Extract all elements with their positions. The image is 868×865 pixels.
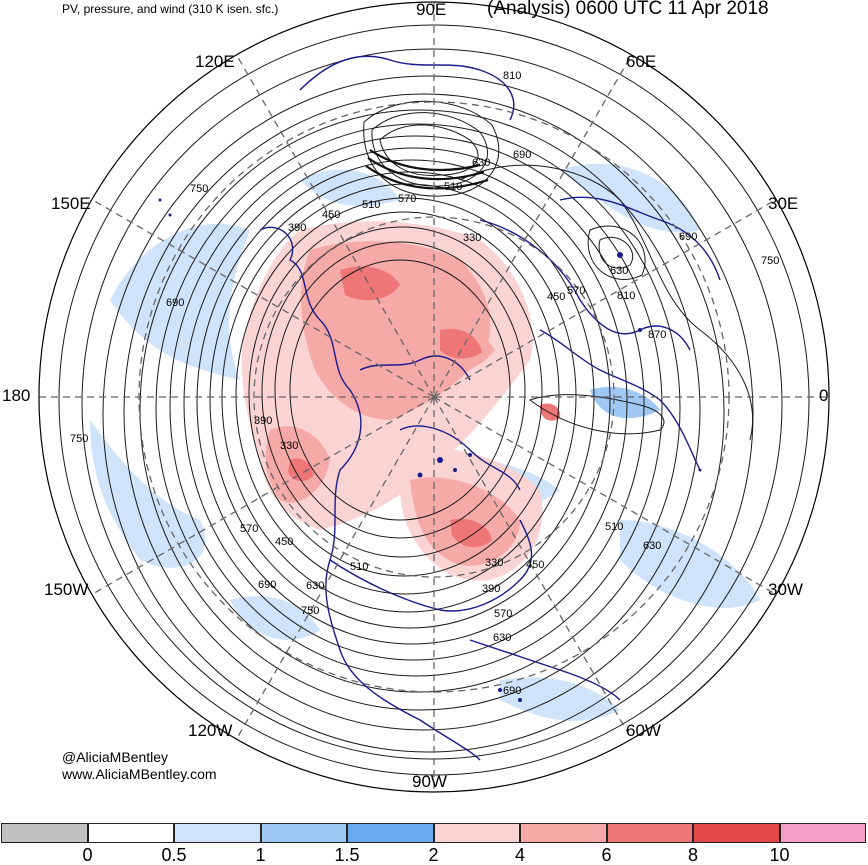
colorbar-tick-label: 2 bbox=[428, 845, 439, 865]
contour-label-layer: 810 750 690 750 690 630 570 510 510 450 … bbox=[70, 70, 779, 697]
colorbar-tick-label: 8 bbox=[687, 845, 699, 865]
contour-label: 810 bbox=[503, 70, 521, 82]
pressure-contours bbox=[58, 24, 810, 776]
contour-label: 750 bbox=[70, 433, 88, 445]
contour-label: 690 bbox=[503, 685, 521, 697]
colorbar-tick-label: 1.5 bbox=[334, 845, 360, 865]
contour-label: 750 bbox=[301, 605, 319, 617]
contour-label: 570 bbox=[494, 608, 512, 620]
map-title: (Analysis) 0600 UTC 11 Apr 2018 bbox=[487, 0, 769, 19]
colorbar-swatch bbox=[433, 823, 520, 843]
lon-60e-label: 60E bbox=[626, 52, 657, 71]
colorbar-swatch bbox=[87, 823, 174, 843]
contour-label: 750 bbox=[761, 255, 779, 267]
colorbar-tick-label: 6 bbox=[601, 845, 612, 865]
credit-website: www.AliciaMBentley.com bbox=[62, 766, 217, 782]
colorbar-tick-label: 1 bbox=[255, 845, 266, 865]
contour-label: 690 bbox=[513, 149, 531, 161]
colorbar-swatch bbox=[693, 823, 780, 843]
contour-label: 630 bbox=[610, 265, 628, 277]
coastlines bbox=[259, 55, 721, 761]
colorbar-tick-label: 0 bbox=[82, 845, 93, 865]
map-subtitle: PV, pressure, and wind (310 K isen. sfc.… bbox=[62, 2, 279, 16]
colorbar-swatch bbox=[174, 823, 261, 843]
contour-label: 870 bbox=[648, 329, 666, 341]
colorbar-swatch bbox=[260, 823, 347, 843]
colorbar-swatch bbox=[520, 823, 607, 843]
lon-0-label: 0 bbox=[819, 386, 829, 405]
lon-150w-label: 150W bbox=[44, 580, 89, 599]
graticule bbox=[39, 2, 829, 792]
high-contour-cluster bbox=[365, 149, 489, 190]
pv-highest-shading bbox=[288, 266, 561, 548]
contour-label: 630 bbox=[643, 540, 661, 552]
colorbar-swatch bbox=[779, 823, 866, 843]
colorbar-tick-label: 10 bbox=[769, 845, 790, 865]
contour-label: 750 bbox=[190, 183, 208, 195]
contour-label: 810 bbox=[617, 290, 635, 302]
contour-label: 450 bbox=[322, 209, 340, 221]
credit-handle: @AliciaMBentley bbox=[62, 749, 169, 765]
contour-label: 330 bbox=[280, 440, 298, 452]
contour-label: 450 bbox=[547, 291, 565, 303]
colorbar-tick-label: 0.5 bbox=[161, 845, 187, 865]
lon-150e-label: 150E bbox=[51, 194, 91, 213]
contour-label: 390 bbox=[482, 583, 500, 595]
lon-30w-label: 30W bbox=[768, 580, 803, 599]
contour-label: 330 bbox=[463, 232, 481, 244]
islands bbox=[158, 198, 702, 702]
contour-label: 690 bbox=[166, 297, 184, 309]
contour-label: 630 bbox=[493, 632, 511, 644]
colorbar-swatch bbox=[606, 823, 693, 843]
lon-90e-label: 90E bbox=[416, 0, 447, 19]
contour-label: 510 bbox=[444, 181, 462, 193]
contour-label: 570 bbox=[240, 523, 258, 535]
contour-label: 570 bbox=[567, 285, 585, 297]
contour-label: 630 bbox=[472, 157, 490, 169]
contour-label: 390 bbox=[254, 415, 272, 427]
lon-30e-label: 30E bbox=[768, 194, 799, 213]
contour-label: 450 bbox=[275, 536, 293, 548]
lon-120w-label: 120W bbox=[188, 721, 233, 740]
colorbar-swatch bbox=[347, 823, 434, 843]
colorbar-swatch bbox=[1, 823, 88, 843]
contour-label: 510 bbox=[350, 561, 368, 573]
colorbar-tick-label: 4 bbox=[514, 845, 526, 865]
map-disk bbox=[58, 24, 810, 776]
contour-label: 690 bbox=[679, 231, 697, 243]
contour-label: 630 bbox=[306, 580, 324, 592]
contour-label: 690 bbox=[258, 579, 276, 591]
contour-label: 570 bbox=[398, 193, 416, 205]
lon-180-label: 180 bbox=[2, 386, 31, 405]
lon-60w-label: 60W bbox=[626, 721, 661, 740]
lon-120e-label: 120E bbox=[195, 52, 235, 71]
contour-label: 390 bbox=[288, 222, 306, 234]
contour-label: 450 bbox=[526, 559, 544, 571]
lon-90w-label: 90W bbox=[412, 772, 447, 791]
contour-label: 330 bbox=[485, 557, 503, 569]
map-boundary bbox=[38, 1, 830, 793]
contour-label: 510 bbox=[605, 521, 623, 533]
contour-label: 510 bbox=[362, 199, 380, 211]
